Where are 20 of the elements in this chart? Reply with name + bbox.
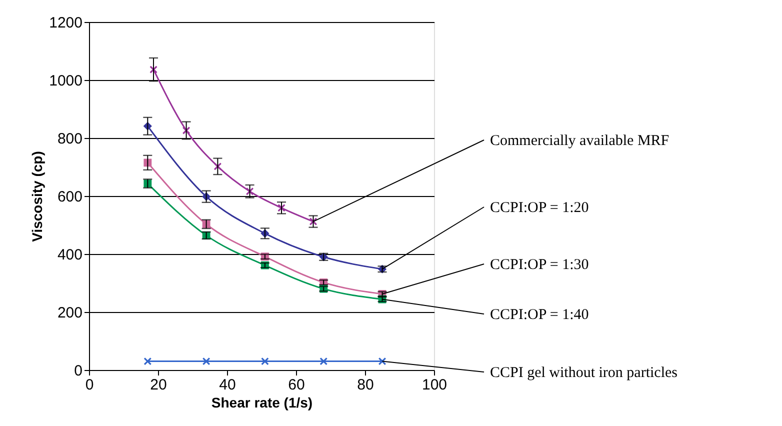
x-axis-title: Shear rate (1/s) xyxy=(211,394,313,410)
y-axis-title: Viscosity (cp) xyxy=(29,151,46,242)
y-tick-label: 400 xyxy=(57,246,82,264)
x-tick-label: 60 xyxy=(288,376,305,394)
y-tick-label: 1200 xyxy=(49,14,82,32)
x-tick-label: 80 xyxy=(357,376,374,394)
y-tick-label: 0 xyxy=(74,362,82,380)
y-tick-label: 800 xyxy=(57,130,82,148)
x-tick-label: 100 xyxy=(422,376,448,394)
text: CCPI:OP = 1:40 xyxy=(490,307,589,323)
text: CCPI:OP = 1:30 xyxy=(490,257,589,273)
y-tick-label: 200 xyxy=(57,304,82,322)
text: Commercially available MRF xyxy=(490,133,670,149)
x-tick-label: 40 xyxy=(219,376,236,394)
x-tick-label: 20 xyxy=(150,376,167,394)
text: CCPI:OP = 1:20 xyxy=(490,200,589,216)
text: CCPI gel without iron particles xyxy=(490,365,678,381)
y-tick-label: 600 xyxy=(57,188,82,206)
y-tick-label: 1000 xyxy=(49,72,82,90)
x-tick-label: 0 xyxy=(85,376,94,394)
